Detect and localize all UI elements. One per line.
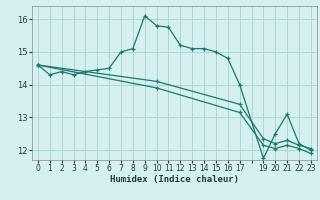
X-axis label: Humidex (Indice chaleur): Humidex (Indice chaleur) <box>110 175 239 184</box>
